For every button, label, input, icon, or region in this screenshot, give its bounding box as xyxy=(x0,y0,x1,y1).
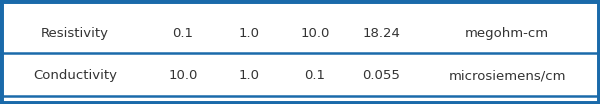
Text: 1.0: 1.0 xyxy=(239,69,260,82)
Text: 10.0: 10.0 xyxy=(301,27,329,40)
Text: 10.0: 10.0 xyxy=(169,69,197,82)
Text: megohm-cm: megohm-cm xyxy=(465,27,549,40)
Text: 0.1: 0.1 xyxy=(173,27,193,40)
Text: Resistivity: Resistivity xyxy=(41,27,109,40)
Text: 0.1: 0.1 xyxy=(305,69,325,82)
Text: 0.055: 0.055 xyxy=(362,69,400,82)
Text: 1.0: 1.0 xyxy=(239,27,260,40)
Text: microsiemens/cm: microsiemens/cm xyxy=(448,69,566,82)
Text: 18.24: 18.24 xyxy=(362,27,400,40)
Text: Conductivity: Conductivity xyxy=(33,69,117,82)
